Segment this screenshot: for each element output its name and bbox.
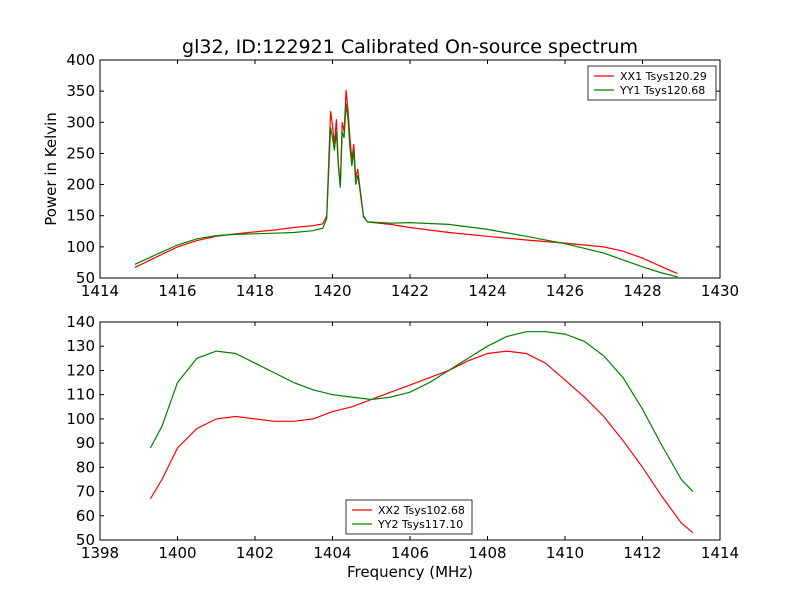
legend-box <box>345 499 473 535</box>
y-tick-label: 120 <box>66 361 95 379</box>
x-tick-label: 1416 <box>158 282 196 300</box>
x-tick-label: 1406 <box>391 544 429 562</box>
x-tick-label: 1422 <box>391 282 429 300</box>
series-line-xx1 <box>134 89 678 275</box>
series-line-yy1 <box>134 103 678 278</box>
x-tick-label: 1430 <box>701 282 739 300</box>
top-panel: 1414 1416 1418 1420 1422 1424 1426 1428 1430 50 10… <box>66 51 739 300</box>
x-tick-label: 1414 <box>81 282 119 300</box>
y-tick-label: 50 <box>76 269 95 287</box>
y-tick-label: 150 <box>66 207 95 225</box>
x-tick-label: 1410 <box>546 544 584 562</box>
y-tick-label: 80 <box>76 458 95 476</box>
legend-label: XX2 Tsys102.68 <box>378 504 465 517</box>
y-axis-label: Power in Kelvin <box>42 112 60 226</box>
y-tick-label: 70 <box>76 483 95 501</box>
x-tick-label: 1420 <box>313 282 351 300</box>
y-tick-label: 90 <box>76 434 95 452</box>
x-tick-label: 1418 <box>236 282 274 300</box>
y-tick-label: 300 <box>66 113 95 131</box>
x-tick-label: 1414 <box>701 544 739 562</box>
x-tick-label: 1424 <box>468 282 506 300</box>
y-tick-label: 50 <box>76 531 95 549</box>
y-tick-label: 250 <box>66 144 95 162</box>
y-tick-label: 400 <box>66 51 95 69</box>
x-tick-label: 1402 <box>236 544 274 562</box>
y-tick-label: 100 <box>66 410 95 428</box>
x-tick-label: 1428 <box>623 282 661 300</box>
x-tick-label: 1408 <box>468 544 506 562</box>
x-axis-label: Frequency (MHz) <box>347 563 473 581</box>
series-line-yy2 <box>149 331 694 493</box>
x-tick-label: 1398 <box>81 544 119 562</box>
x-tick-label: 1426 <box>546 282 584 300</box>
x-tick-label: 1404 <box>313 544 351 562</box>
legend-box <box>587 65 717 101</box>
series-line-xx2 <box>149 350 694 534</box>
legend-label: XX1 Tsys120.29 <box>620 70 707 83</box>
x-tick-label: 1400 <box>158 544 196 562</box>
y-tick-label: 140 <box>66 313 95 331</box>
chart-title: gl32, ID:122921 Calibrated On-source spe… <box>182 36 638 58</box>
y-tick-label: 100 <box>66 238 95 256</box>
y-tick-label: 130 <box>66 337 95 355</box>
y-tick-label: 110 <box>66 386 95 404</box>
y-tick-label: 60 <box>76 507 95 525</box>
bottom-panel: 1398 1400 1402 1404 1406 1408 1410 1412 1414 50 60… <box>66 313 739 562</box>
y-tick-label: 350 <box>66 82 95 100</box>
x-tick-label: 1412 <box>623 544 661 562</box>
legend-label: YY1 Tsys120.68 <box>619 84 705 97</box>
legend-label: YY2 Tsys117.10 <box>377 518 463 531</box>
y-tick-label: 200 <box>66 176 95 194</box>
